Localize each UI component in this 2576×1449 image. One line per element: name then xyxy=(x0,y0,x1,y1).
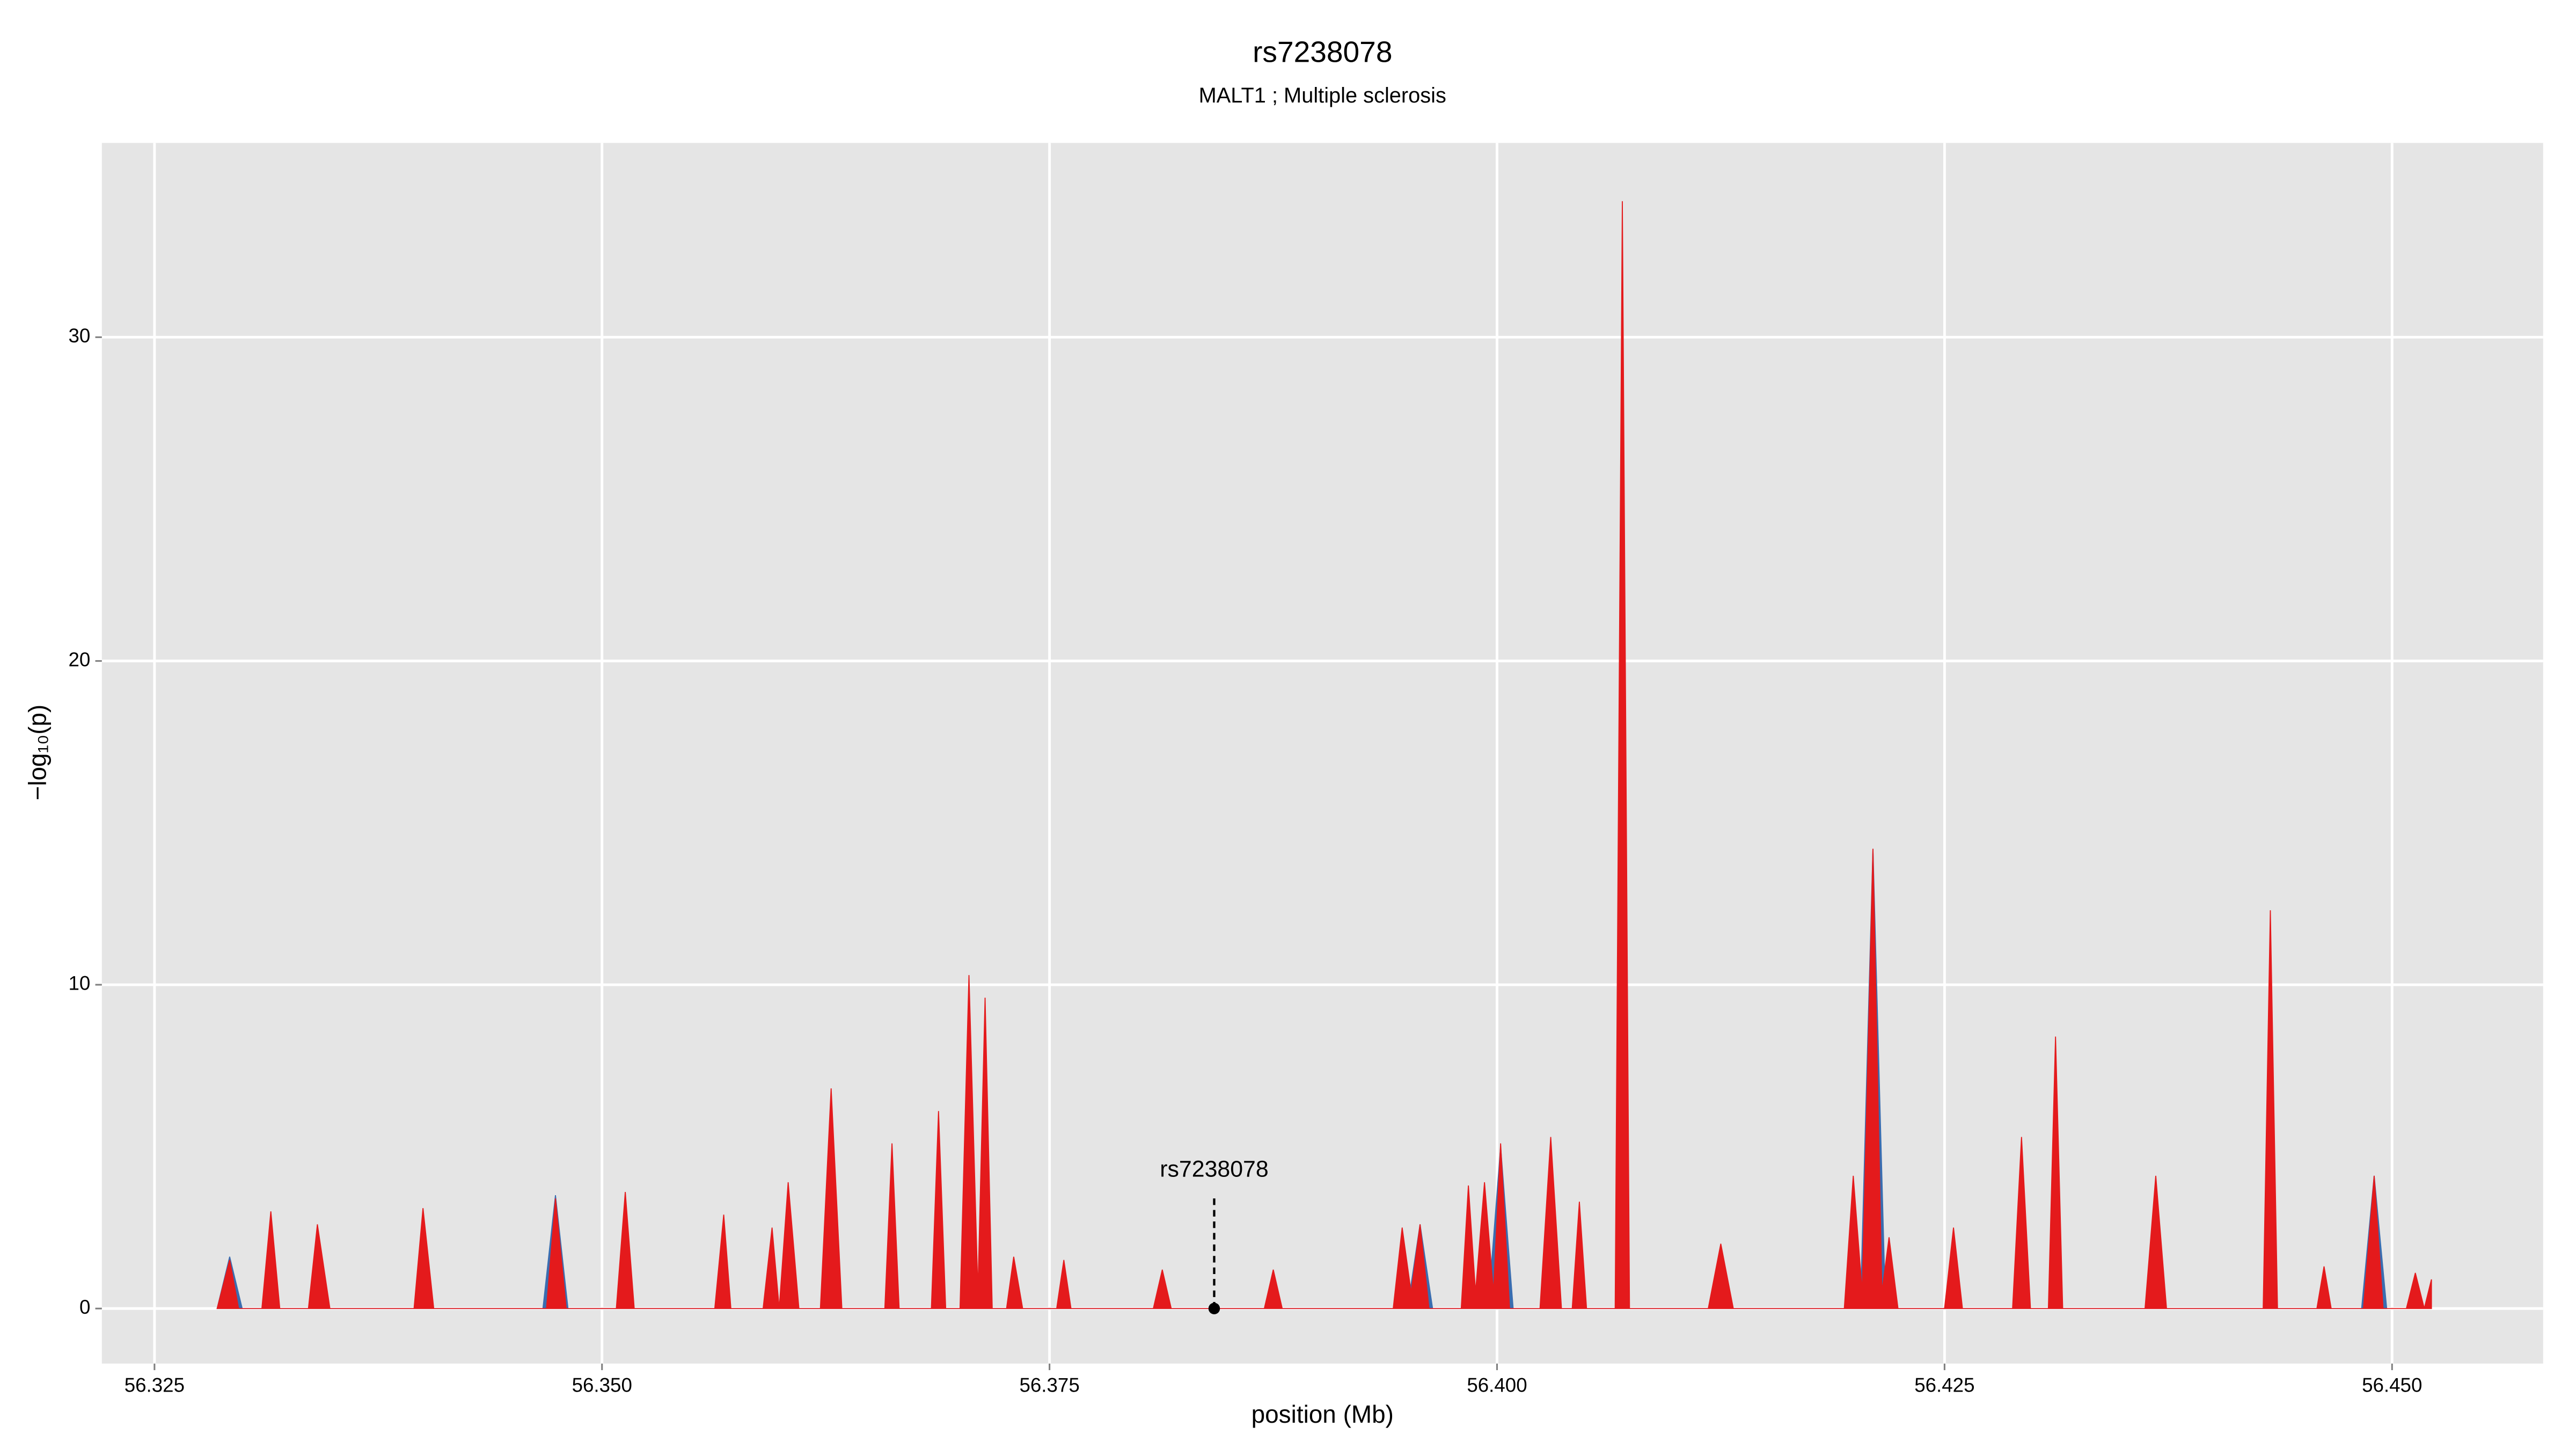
chart-subtitle: MALT1 ; Multiple sclerosis xyxy=(1199,84,1446,107)
annotation-point xyxy=(1208,1302,1220,1314)
x-axis-label: position (Mb) xyxy=(1252,1400,1394,1428)
y-axis-label: −log₁₀(p) xyxy=(24,705,52,801)
x-tick-label: 56.325 xyxy=(125,1374,185,1396)
annotation-label: rs7238078 xyxy=(1160,1156,1268,1182)
x-tick-label: 56.350 xyxy=(572,1374,632,1396)
y-tick-label: 10 xyxy=(69,972,91,994)
area xyxy=(216,201,2432,1309)
x-tick-label: 56.425 xyxy=(1914,1374,1974,1396)
x-tick-label: 56.400 xyxy=(1467,1374,1527,1396)
y-tick-label: 20 xyxy=(69,648,91,670)
x-tick-label: 56.450 xyxy=(2362,1374,2422,1396)
y-tick-label: 0 xyxy=(79,1296,90,1318)
y-tick-label: 30 xyxy=(69,325,91,347)
plot-panel xyxy=(101,143,2543,1364)
chart-title: rs7238078 xyxy=(1253,35,1392,69)
x-tick-label: 56.375 xyxy=(1019,1374,1079,1396)
